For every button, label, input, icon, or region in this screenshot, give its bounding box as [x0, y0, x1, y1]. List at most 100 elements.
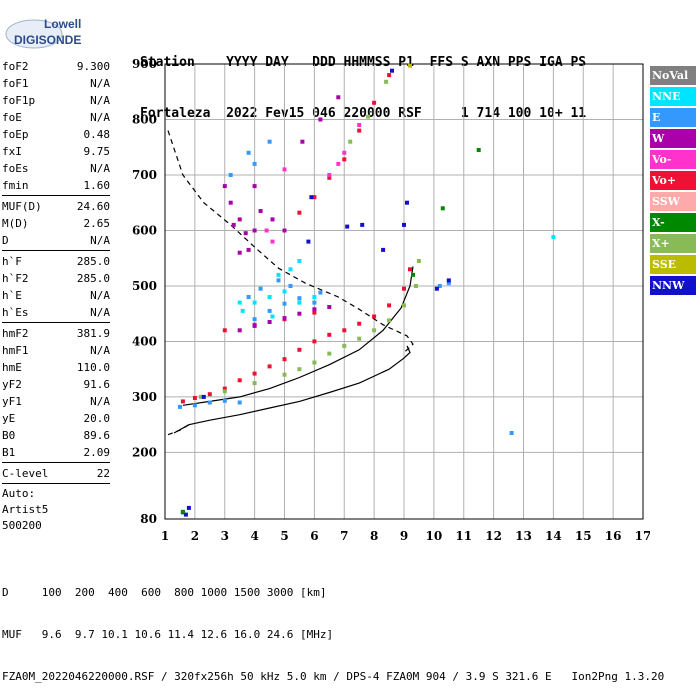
param-value: 91.6 — [83, 378, 111, 391]
data-point-nnw — [306, 239, 311, 244]
data-point-nne — [252, 300, 257, 305]
autoscale-line3: 500200 — [2, 519, 42, 532]
data-point-nnw — [405, 200, 409, 205]
data-point-w — [282, 316, 287, 321]
x-tick-label: 2 — [191, 529, 199, 543]
param-name: foF1 — [2, 77, 29, 90]
data-point-nnw — [381, 247, 386, 252]
y-tick-label: 200 — [132, 445, 157, 459]
param-value: 1.60 — [83, 179, 111, 192]
param-value: N/A — [90, 162, 110, 175]
x-tick-label: 15 — [575, 529, 592, 543]
param-row: fxI 9.75 — [2, 143, 110, 160]
data-point-e — [318, 290, 323, 295]
data-point-e — [177, 404, 182, 409]
x-tick-label: 9 — [400, 529, 408, 543]
data-point-e — [192, 403, 197, 408]
param-name: foEp — [2, 128, 29, 141]
y-tick-label: 400 — [132, 334, 157, 348]
data-point-x- — [384, 79, 389, 84]
data-point-e — [312, 300, 317, 305]
curve-profile — [173, 345, 411, 434]
data-point-vo- — [357, 128, 362, 133]
legend-item: NNE — [650, 87, 696, 106]
separator — [2, 462, 110, 463]
data-point-x- — [327, 351, 332, 356]
data-point-vo- — [372, 100, 377, 105]
param-name: C-level — [2, 467, 49, 480]
autoscale-line2: Artist5 — [2, 503, 49, 516]
data-point-vo- — [387, 73, 392, 78]
curve-muf-low — [167, 424, 190, 436]
data-point-x- — [440, 206, 445, 211]
data-point-x- — [348, 139, 353, 144]
param-row: h`F 285.0 — [2, 253, 110, 270]
data-point-w — [267, 320, 272, 324]
param-value: 110.0 — [76, 361, 110, 374]
data-point-e — [267, 139, 272, 144]
param-row: C-level 22 — [2, 465, 110, 482]
data-point-nne — [240, 308, 245, 313]
data-point-x- — [366, 114, 371, 119]
y-tick-label: 800 — [132, 112, 157, 126]
data-point-w — [237, 217, 242, 222]
param-name: B1 — [2, 446, 16, 459]
data-point-w — [327, 305, 332, 309]
data-point-x- — [476, 148, 481, 152]
param-value: N/A — [90, 234, 110, 247]
logo-line2: DIGISONDE — [14, 33, 81, 47]
data-point-vo- — [222, 328, 227, 333]
param-name: foE — [2, 111, 22, 124]
data-point-nne — [312, 295, 317, 299]
data-point-w — [243, 231, 248, 236]
data-point-nne — [551, 235, 556, 240]
data-point-vo- — [312, 195, 317, 200]
param-value: N/A — [90, 111, 110, 124]
param-row: MUF(D) 24.60 — [2, 198, 110, 215]
data-point-w — [297, 311, 302, 316]
footer-distance-row: D 100 200 400 600 800 1000 1500 3000 [km… — [2, 586, 327, 599]
legend-item: NoVal — [650, 66, 696, 85]
data-point-x- — [252, 381, 257, 386]
legend-item: NNW — [650, 276, 696, 295]
data-point-x- — [282, 372, 287, 377]
header-line2: Fortaleza 2022 Fev15 046 220000 RSF 1 71… — [140, 106, 587, 121]
param-value: 9.300 — [76, 60, 110, 73]
y-tick-label: 700 — [132, 168, 157, 182]
param-row: yF2 91.6 — [2, 376, 110, 393]
data-point-x- — [411, 272, 415, 277]
data-point-vo- — [267, 364, 272, 369]
param-name: B0 — [2, 429, 16, 442]
data-point-nnw — [434, 286, 439, 291]
separator — [2, 322, 110, 323]
data-point-w — [252, 323, 257, 328]
data-point-e — [252, 161, 257, 166]
param-row: foF1 N/A — [2, 75, 110, 92]
data-point-nne — [297, 259, 302, 263]
data-point-nnw — [390, 68, 394, 73]
curve-trace — [182, 266, 414, 406]
data-point-vo- — [297, 210, 302, 215]
x-tick-label: 16 — [605, 529, 622, 543]
param-row: foF1p N/A — [2, 92, 110, 109]
data-point-nnw — [309, 195, 314, 200]
param-name: h`E — [2, 289, 22, 302]
data-point-vo- — [372, 314, 377, 319]
param-name: h`F — [2, 255, 22, 268]
param-row: h`F2 285.0 — [2, 270, 110, 287]
data-point-x- — [198, 394, 203, 399]
x-tick-label: 13 — [515, 529, 532, 543]
data-point-vo- — [327, 175, 332, 180]
data-point-e — [237, 400, 242, 405]
param-value: 2.09 — [83, 446, 111, 459]
x-tick-label: 11 — [455, 529, 472, 543]
data-point-x- — [372, 328, 377, 333]
param-value: 89.6 — [83, 429, 111, 442]
x-tick-label: 8 — [370, 529, 378, 543]
data-point-e — [282, 301, 287, 306]
legend-item: E — [650, 108, 696, 127]
legend-item: Vo- — [650, 150, 696, 169]
data-point-nnw — [183, 512, 188, 517]
param-row: foE N/A — [2, 109, 110, 126]
x-tick-label: 4 — [250, 529, 258, 543]
